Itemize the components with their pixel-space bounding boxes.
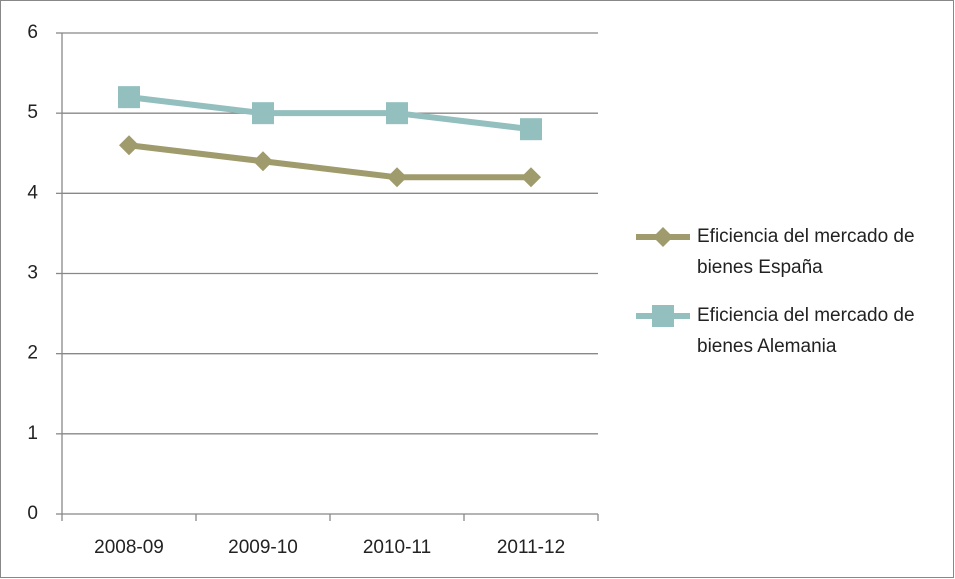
- x-tick-label: 2010-11: [363, 537, 431, 558]
- legend-label: Eficiencia del mercado de bienes Alemani…: [697, 305, 915, 357]
- x-tick-label: 2011-12: [497, 537, 565, 558]
- marker: [119, 135, 139, 156]
- marker: [520, 118, 542, 141]
- y-tick-label: 3: [27, 263, 38, 284]
- marker: [653, 227, 673, 247]
- series-line: [128, 142, 531, 181]
- marker: [253, 151, 273, 172]
- series-line: [128, 94, 532, 133]
- y-tick-label: 0: [27, 503, 38, 524]
- x-tick-label: 2009-10: [228, 537, 298, 558]
- legend-label: Eficiencia del mercado de bienes España: [697, 226, 915, 278]
- y-tick-label: 4: [27, 182, 38, 203]
- y-tick-label: 5: [27, 102, 38, 123]
- marker: [252, 102, 274, 125]
- y-tick-label: 1: [27, 423, 38, 444]
- marker: [118, 86, 140, 109]
- y-tick-label: 2: [27, 343, 38, 364]
- x-tick-label: 2008-09: [94, 537, 164, 558]
- marker: [521, 167, 541, 188]
- y-tick-label: 6: [27, 22, 38, 43]
- marker: [386, 102, 408, 125]
- marker: [652, 305, 674, 327]
- marker: [387, 167, 407, 188]
